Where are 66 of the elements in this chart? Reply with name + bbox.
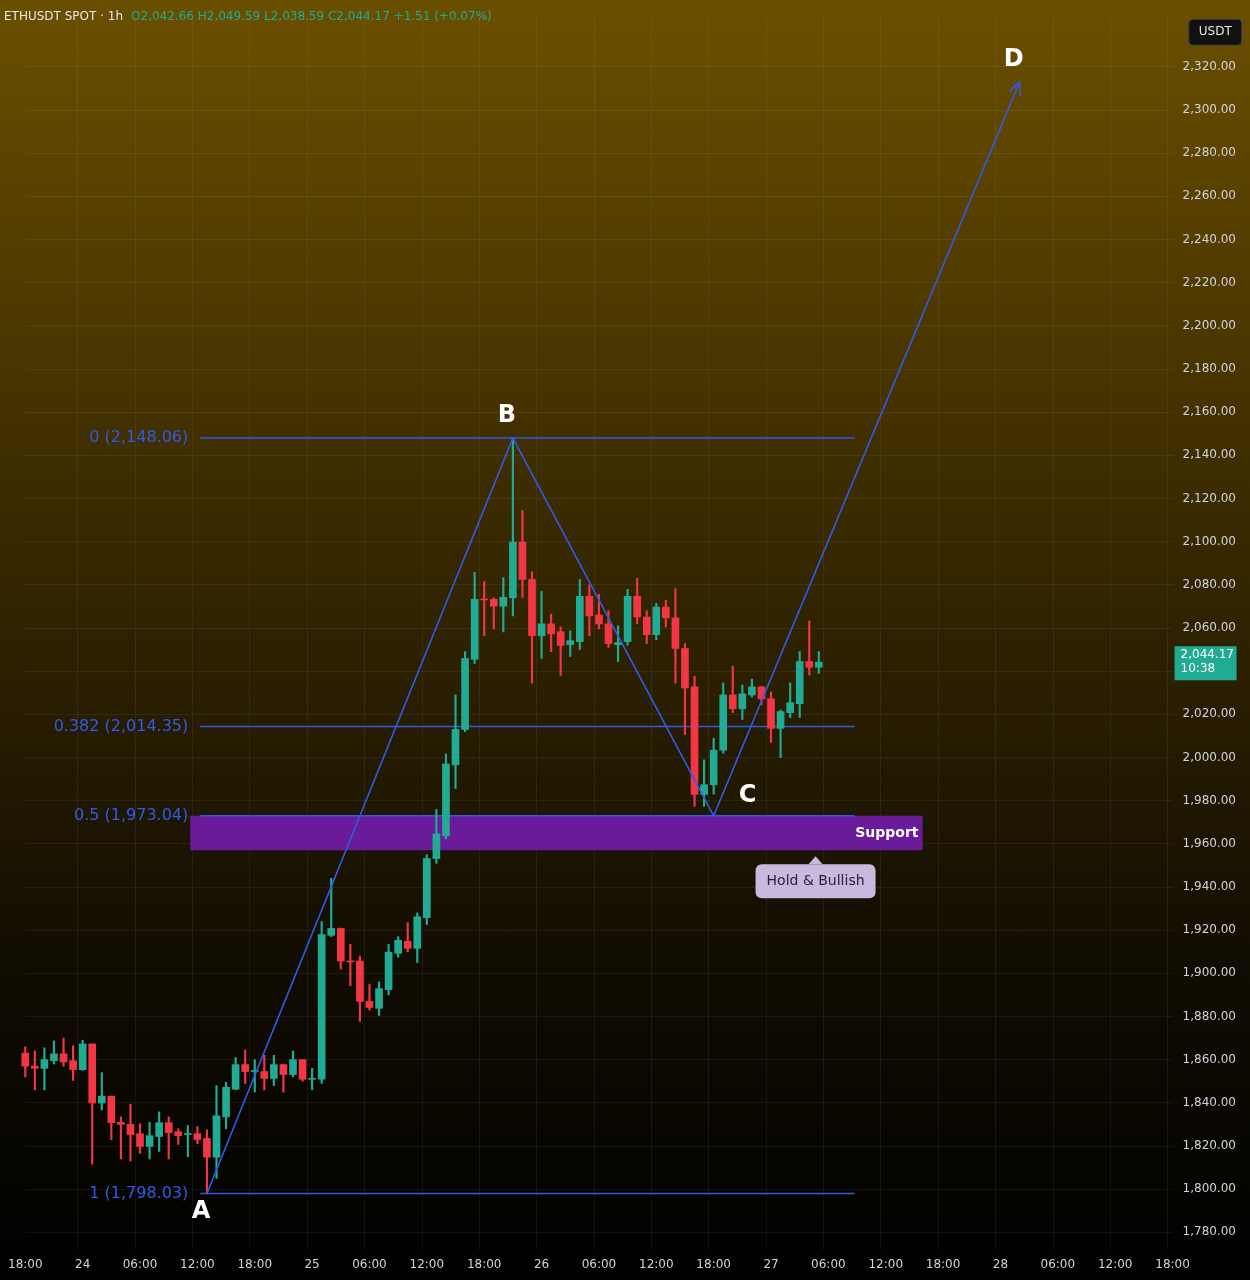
x-tick-label: 12:00 [180,1256,215,1271]
x-tick-label: 24 [75,1256,91,1271]
ref-line-label: 0.5 (1,973.04) [74,804,189,824]
x-tick-label: 12:00 [1097,1256,1133,1271]
annotation: D [1003,44,1024,73]
x-tick-label: 06:00 [352,1256,387,1271]
y-tick-label: 2,000.00 [1182,749,1236,764]
y-tick-label: 2,120.00 [1182,490,1236,505]
y-tick-label: 2,320.00 [1182,58,1236,73]
y-tick-label: 1,820.00 [1182,1138,1236,1153]
ref-line-label: 0 (2,148.06) [89,427,189,447]
ref-line-label: 0.382 (2,014.35) [53,715,189,735]
x-tick-label: 25 [304,1256,320,1271]
x-tick-label: 12:00 [638,1256,674,1271]
x-tick-label: 18:00 [7,1256,43,1271]
y-tick-label: 2,180.00 [1182,361,1236,376]
annotation: C [738,780,757,809]
y-tick-label: 2,160.00 [1182,404,1236,419]
y-tick-label: 2,080.00 [1182,576,1236,591]
y-tick-label: 1,780.00 [1182,1224,1236,1239]
band-label: Support [855,823,919,840]
chart-title: ETHUSDT SPOT · 1h [4,9,124,23]
x-tick-label: 18:00 [925,1256,961,1271]
x-tick-label: 27 [763,1256,779,1271]
x-tick-label: 26 [533,1256,550,1271]
y-tick-label: 2,220.00 [1182,274,1236,289]
y-tick-label: 1,960.00 [1182,835,1236,850]
annotation: A [191,1195,211,1224]
chart-subtitle: O2,042.66 H2,049.59 L2,038.59 C2,044.17 +1.51 (+0.07%) [131,9,492,23]
x-tick-label: 12:00 [409,1256,445,1271]
text: 2,044.17 [1180,647,1234,662]
x-tick-label: 06:00 [581,1256,617,1271]
y-tick-label: 1,800.00 [1182,1181,1236,1196]
y-tick-label: 2,200.00 [1182,317,1236,332]
x-tick-label: 12:00 [868,1256,904,1271]
y-tick-label: 2,240.00 [1182,231,1236,246]
y-tick-label: 2,100.00 [1182,533,1236,548]
x-tick-label: 18:00 [696,1256,731,1271]
candlestick [126,1103,135,1162]
x-tick-label: 18:00 [466,1256,502,1271]
x-tick-label: 06:00 [811,1256,846,1271]
y-tick-label: 1,840.00 [1182,1094,1236,1109]
y-axis-title: USDT [1198,24,1233,39]
y-tick-label: 2,300.00 [1182,102,1236,117]
annotation: B [497,400,517,429]
x-tick-label: 18:00 [1155,1256,1190,1271]
annotation: Hold & Bullish [766,871,865,888]
x-tick-label: 18:00 [237,1256,273,1271]
y-tick-label: 1,940.00 [1182,879,1236,894]
text: 10:38 [1180,661,1216,676]
x-tick-label: 06:00 [122,1256,158,1271]
y-tick-label: 2,140.00 [1182,447,1236,462]
x-tick-label: 06:00 [1040,1256,1076,1271]
y-tick-label: 2,260.00 [1182,188,1236,203]
y-tick-label: 2,020.00 [1182,706,1236,721]
candlestick [145,1121,154,1160]
y-tick-label: 1,900.00 [1182,965,1236,980]
y-tick-label: 1,880.00 [1182,1008,1236,1023]
y-tick-label: 1,920.00 [1182,922,1236,937]
y-tick-label: 2,280.00 [1182,145,1236,160]
y-tick-label: 1,980.00 [1182,792,1236,807]
y-tick-label: 1,860.00 [1182,1051,1236,1066]
y-tick-label: 2,060.00 [1182,620,1236,635]
candlestick [365,983,374,1011]
ref-line-label: 1 (1,798.03) [89,1182,189,1202]
x-tick-label: 28 [992,1256,1009,1271]
